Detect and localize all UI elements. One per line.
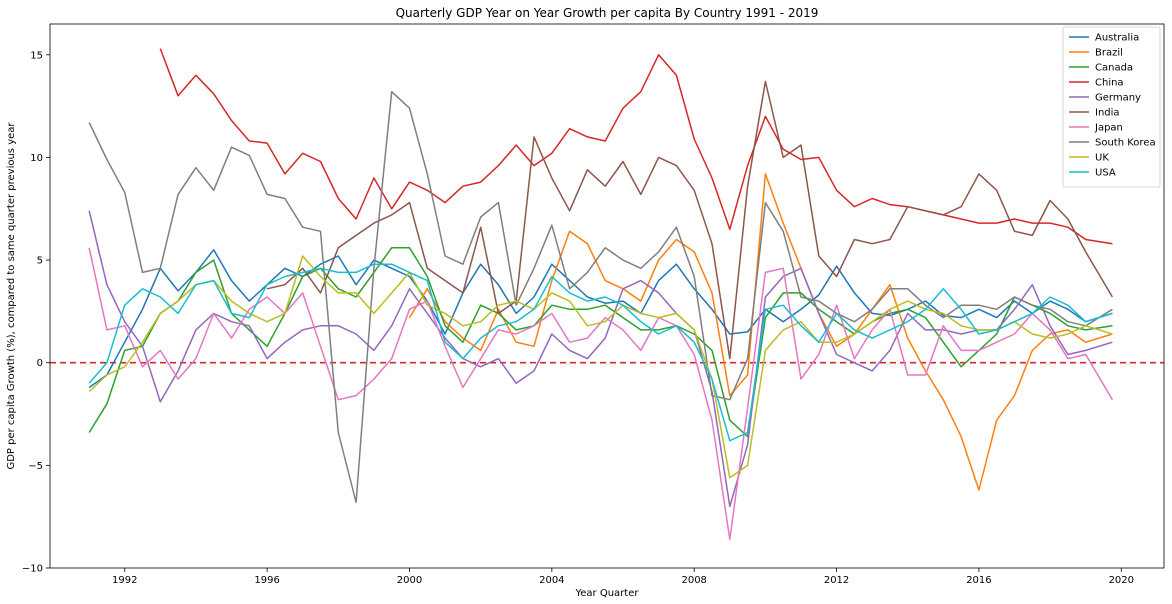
- series-line-uk: [88, 255, 1113, 479]
- legend-label: India: [1095, 108, 1120, 119]
- x-tick-label: 2016: [966, 575, 991, 586]
- legend-label: Brazil: [1095, 48, 1123, 59]
- x-tick-label: 1996: [254, 575, 279, 586]
- chart-title: Quarterly GDP Year on Year Growth per ca…: [396, 6, 819, 20]
- x-axis: 1992 1996 2000 2004 2008 2012 2016 2020: [112, 568, 1134, 586]
- y-tick-label: −10: [22, 564, 43, 575]
- y-tick-label: 10: [30, 153, 43, 164]
- legend-label: USA: [1095, 168, 1116, 179]
- plot-frame: [49, 23, 1165, 569]
- legend-label: Japan: [1094, 123, 1123, 134]
- x-tick-label: 2008: [681, 575, 706, 586]
- series-line-india: [266, 80, 1114, 360]
- legend-label: Germany: [1095, 93, 1141, 104]
- series-layer: [88, 48, 1114, 541]
- legend-label: Canada: [1095, 63, 1133, 74]
- y-tick-label: −5: [28, 461, 43, 472]
- series-line-australia: [88, 249, 1113, 389]
- legend-label: China: [1095, 78, 1124, 89]
- x-tick-label: 2000: [397, 575, 422, 586]
- legend-label: UK: [1095, 153, 1109, 164]
- x-axis-title: Year Quarter: [575, 588, 640, 599]
- series-line-germany: [88, 210, 1113, 508]
- series-line-china: [159, 48, 1113, 245]
- y-tick-label: 5: [37, 256, 43, 267]
- legend-label: Australia: [1095, 33, 1139, 44]
- series-line-japan: [88, 247, 1114, 541]
- series-line-usa: [88, 263, 1113, 442]
- x-tick-label: 1992: [112, 575, 137, 586]
- y-tick-label: 15: [30, 50, 43, 61]
- x-tick-label: 2004: [539, 575, 564, 586]
- legend: Australia Brazil Canada China Germany India Ja…: [1062, 26, 1161, 188]
- x-tick-label: 2020: [1109, 575, 1134, 586]
- series-line-south-korea: [88, 90, 1113, 504]
- y-tick-label: 0: [37, 358, 43, 369]
- y-axis-title: GDP per capita Growth (%), compared to s…: [6, 122, 17, 470]
- x-tick-label: 2012: [824, 575, 849, 586]
- y-axis: −10 −5 0 5 10 15: [22, 50, 50, 575]
- legend-label: South Korea: [1095, 138, 1156, 149]
